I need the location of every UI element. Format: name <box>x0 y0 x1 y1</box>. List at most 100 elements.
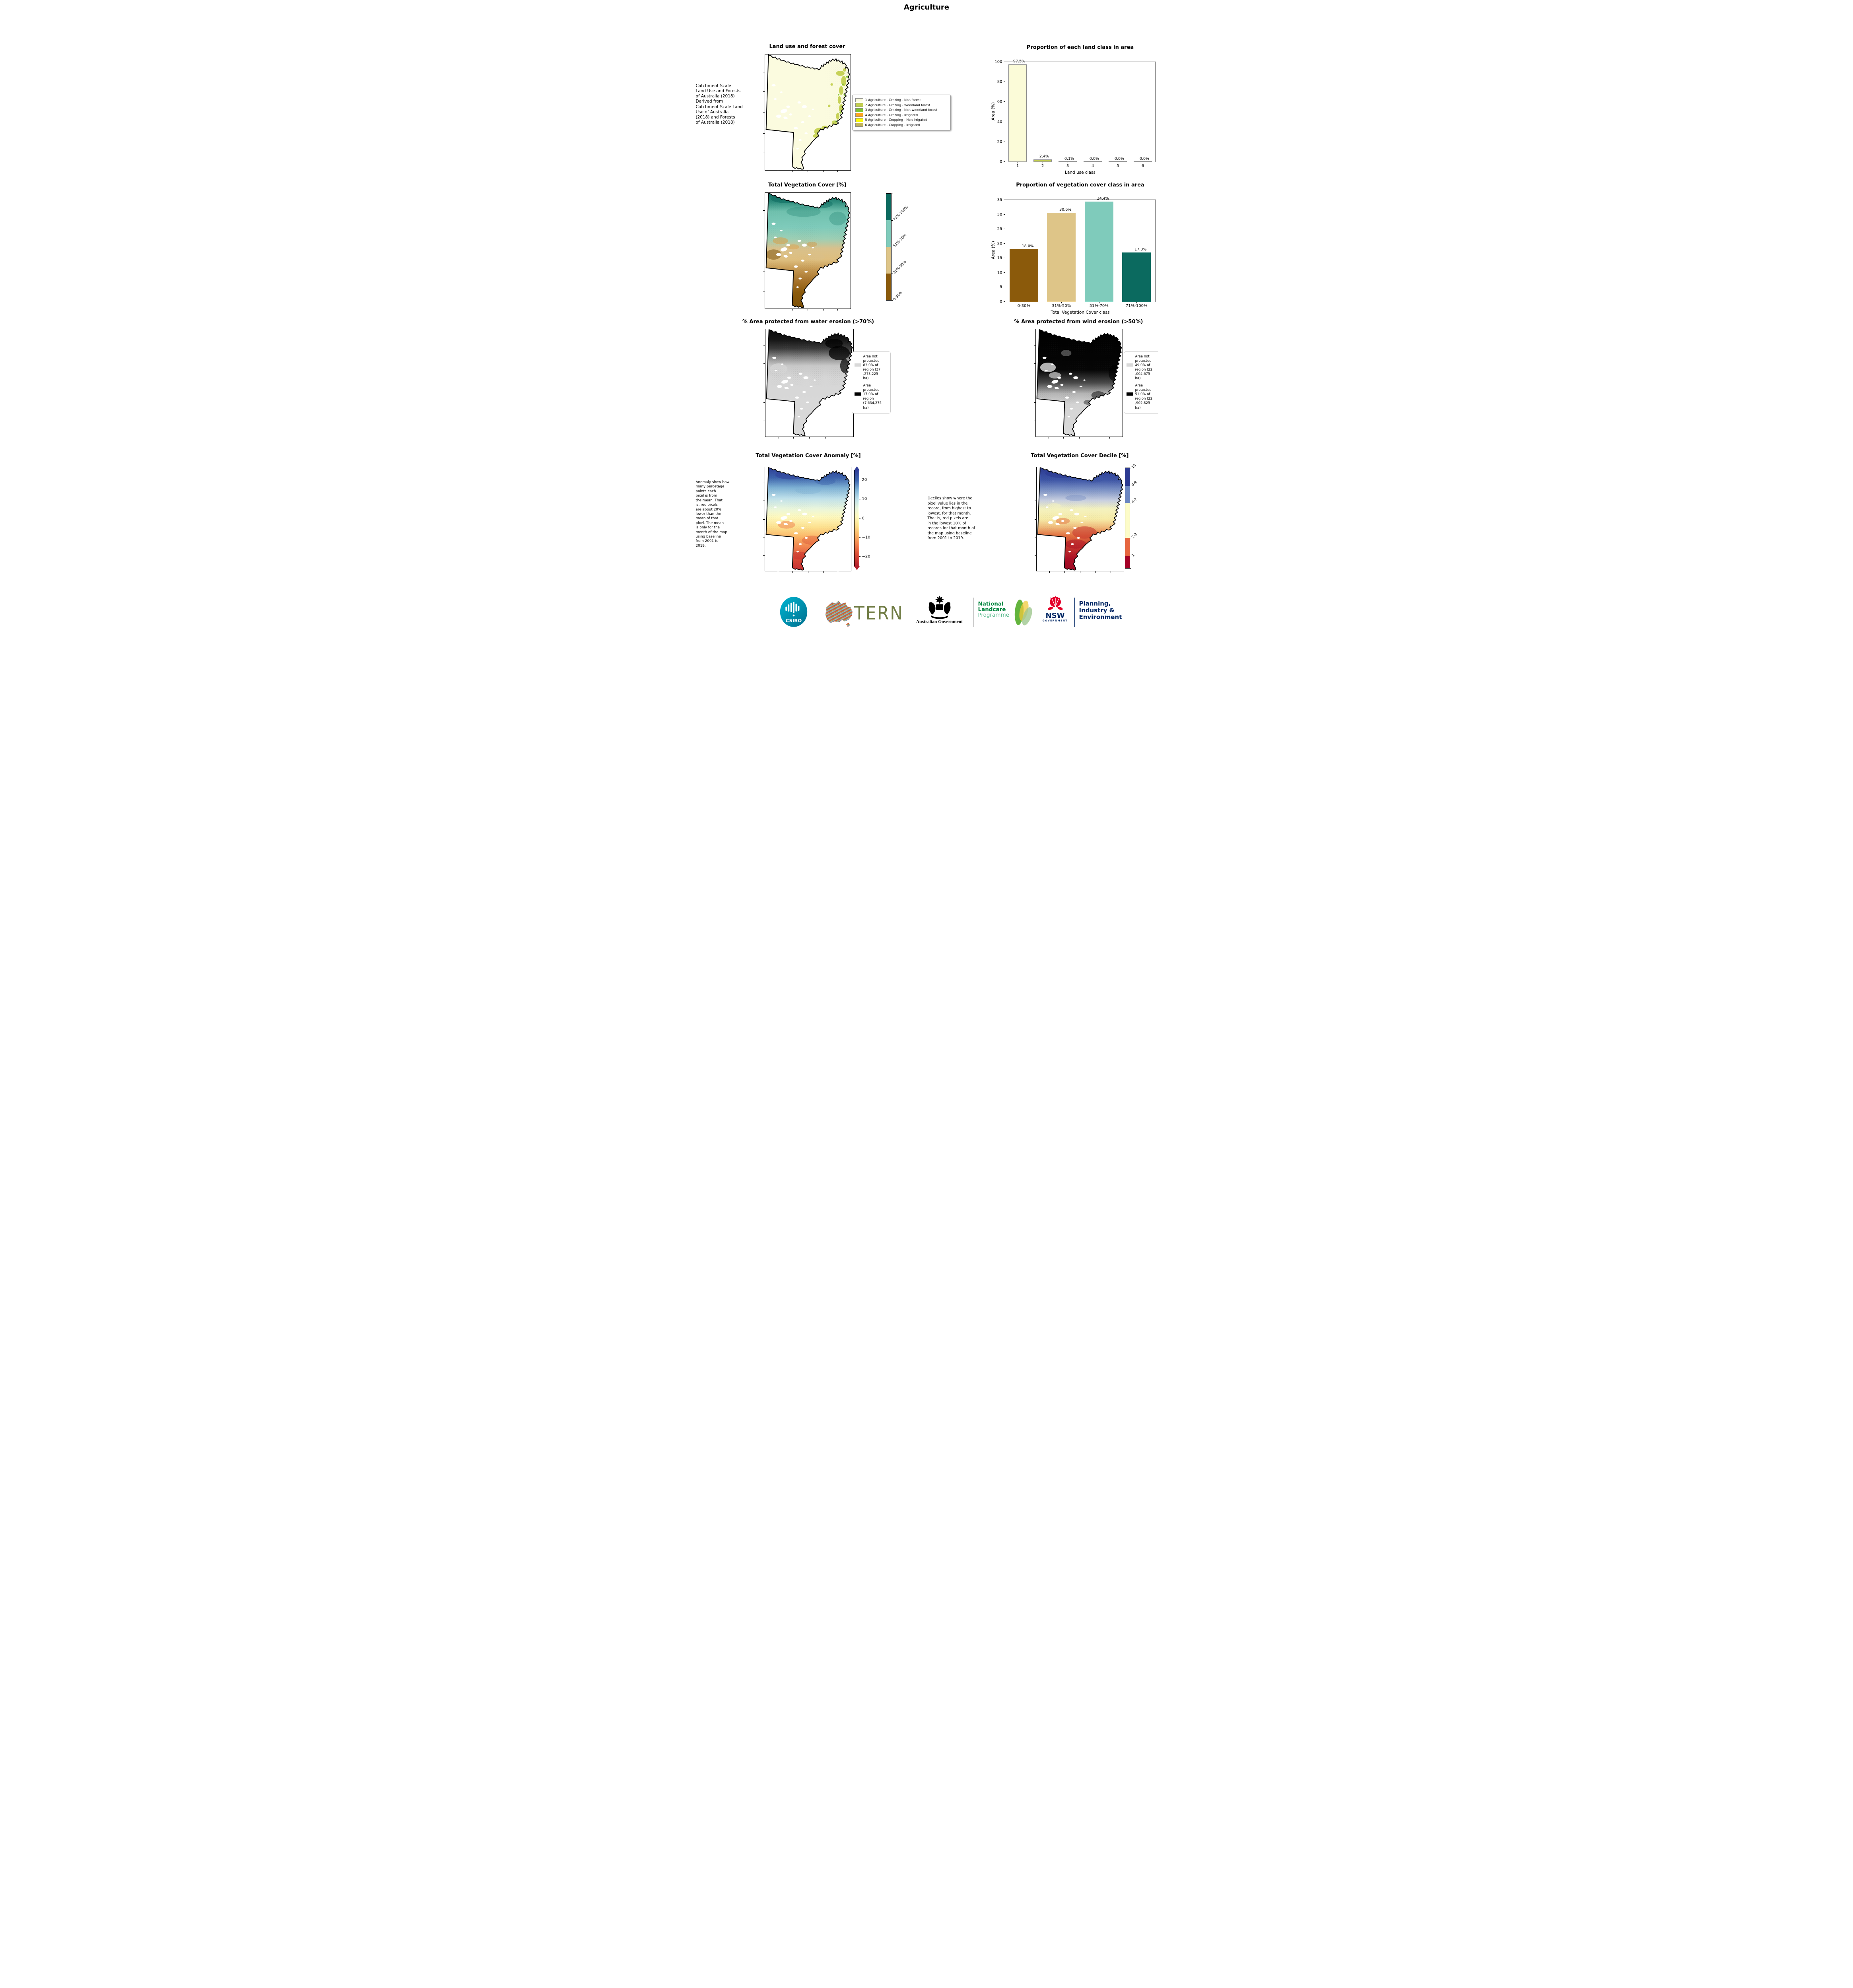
map-axis-tick <box>1049 571 1050 573</box>
colorbar-segment <box>886 274 891 300</box>
y-tick-label: 100 <box>994 60 1002 64</box>
ausgov-crest-icon <box>928 596 950 619</box>
x-tick-label: 2 <box>1041 164 1044 168</box>
bar-value-label: 2.4% <box>1039 154 1049 159</box>
legend-item: 3 Agriculture - Grazing - Non-woodland f… <box>855 108 948 112</box>
colorbar-tick-label: 0 <box>862 516 864 520</box>
legend-item: 5 Agriculture - Cropping - Non-irrigated <box>855 118 948 122</box>
bar-value-label: 30.6% <box>1059 208 1072 212</box>
bar-value-label: 97.5% <box>1013 59 1026 64</box>
y-tick-label: 5 <box>1000 285 1002 289</box>
y-tick-label: 15 <box>997 256 1002 260</box>
x-tick-label: 5 <box>1116 164 1119 168</box>
bar <box>1084 161 1102 162</box>
decile-description: Deciles show where the pixel value lies … <box>927 496 975 541</box>
bar <box>1033 159 1052 162</box>
bar <box>1047 213 1076 302</box>
water-erosion-legend: Area not protected 83.0% of region (37 ,… <box>851 351 891 414</box>
report-page: Agriculture Land use and forest cover Ca… <box>695 0 1158 635</box>
planning-line-2: Industry & <box>1079 606 1115 614</box>
wind-erosion-title: % Area protected from wind erosion (>50%… <box>1014 319 1143 325</box>
map-axis-tick <box>763 519 765 520</box>
legend-item: 1 Agriculture - Grazing - Non forest <box>855 98 948 102</box>
colorbar-tick <box>891 220 893 221</box>
vegcover-map-svg <box>765 193 850 308</box>
legend-item: 4 Agriculture - Grazing - Irrigated <box>855 113 948 117</box>
colorbar-tick-label: −10 <box>862 535 870 540</box>
y-tick-label: 20 <box>997 241 1002 246</box>
tern-logo: TERN <box>818 596 902 632</box>
x-tick-label: 3 <box>1066 164 1069 168</box>
map-axis-tick <box>1064 571 1065 573</box>
tern-logo-text: TERN <box>854 603 901 624</box>
bar-value-label: 17.0% <box>1134 247 1147 252</box>
y-tick-mark <box>1003 243 1005 244</box>
map-axis-tick <box>1034 555 1036 556</box>
colorbar-tick-label: 71%-100% <box>892 205 909 222</box>
bar <box>1109 161 1127 162</box>
map-axis-tick <box>823 571 824 573</box>
vegclass-chart-title: Proportion of vegetation cover class in … <box>1016 182 1144 188</box>
x-tick-label: 4 <box>1091 164 1094 168</box>
map-axis-tick <box>792 571 793 573</box>
y-tick-label: 80 <box>997 80 1002 84</box>
legend-label: Area protected 17.0% of region (7,634,27… <box>863 384 882 410</box>
anomaly-description: Anomaly show how many percetage points e… <box>695 480 730 548</box>
y-tick-mark <box>1003 272 1005 273</box>
colorbar-segment <box>886 220 891 247</box>
landcare-leaves-icon <box>1014 600 1032 625</box>
bar <box>1122 252 1151 302</box>
planning-line-1: Planning, <box>1079 600 1111 607</box>
legend-label: 3 Agriculture - Grazing - Non-woodland f… <box>865 108 938 112</box>
anomaly-map <box>763 467 851 573</box>
csiro-logo-svg: CSIRO <box>780 597 807 627</box>
legend-swatch <box>855 98 863 102</box>
x-tick-label: 6 <box>1141 164 1144 168</box>
colorbar-arrow-up <box>854 466 860 470</box>
ausgov-label: Australian Government <box>916 619 963 624</box>
legend-swatch <box>855 118 863 122</box>
legend-label: 1 Agriculture - Grazing - Non forest <box>865 98 921 102</box>
y-axis-label: Area (%) <box>991 241 996 259</box>
legend-label: Area not protected 49.0% of region (22 ,… <box>1135 355 1153 381</box>
bar-value-label: 18.0% <box>1022 244 1034 249</box>
decile-colorbar: 10 8-9 4-7 2-3 1 <box>1125 463 1138 569</box>
map-axis-tick <box>763 210 765 211</box>
legend-swatch <box>854 363 861 367</box>
legend-item: Area protected 17.0% of region (7,634,27… <box>854 384 888 410</box>
x-tick-label: 51%-70% <box>1089 304 1109 308</box>
legend-label: 4 Agriculture - Grazing - Irrigated <box>865 113 918 117</box>
bar-value-label: 0.0% <box>1089 157 1099 161</box>
landcare-line-2: Landcare <box>978 606 1006 613</box>
x-tick-mark <box>1136 302 1137 303</box>
legend-item: Area protected 51.0% of region (22 ,902,… <box>1126 384 1158 410</box>
x-tick-label: 71%-100% <box>1126 304 1148 308</box>
colorbar-tick-label: 31%-50% <box>892 260 907 275</box>
wind-erosion-map-svg <box>1036 329 1122 437</box>
nsw-waratah-icon <box>1047 596 1063 610</box>
map-axis-tick <box>809 437 810 439</box>
bar <box>1134 161 1152 162</box>
landclass-chart-title: Proportion of each land class in area <box>1026 45 1134 50</box>
legend-item: Area not protected 49.0% of region (22 ,… <box>1126 355 1158 381</box>
map-axis-tick <box>763 133 765 134</box>
colorbar-tick <box>859 556 860 557</box>
map-axis-tick <box>823 171 824 172</box>
y-tick-mark <box>1003 301 1005 302</box>
bar-value-label: 34.4% <box>1097 196 1109 201</box>
map-axis-tick <box>1095 571 1096 573</box>
nsw-label: NSW <box>1045 612 1065 620</box>
legend-item: Area not protected 83.0% of region (37 ,… <box>854 355 888 381</box>
colorbar-tick-label: 10 <box>1130 463 1137 470</box>
nsw-logo: NSW GOVERNMENT <box>1040 596 1070 622</box>
x-tick-label: 1 <box>1016 164 1019 168</box>
decile-map-title: Total Vegetation Cover Decile [%] <box>1031 453 1129 459</box>
legend-item: 6 Agriculture - Cropping - Irrigated <box>855 123 948 127</box>
planning-line-3: Environment <box>1079 613 1122 621</box>
colorbar-tick-label: 1 <box>1130 553 1136 558</box>
wind-erosion-map <box>1033 329 1123 439</box>
map-axis-tick <box>1109 437 1110 439</box>
footer-divider-2 <box>1074 598 1075 627</box>
y-axis-label: Area (%) <box>991 102 996 120</box>
x-tick-label: 31%-50% <box>1052 304 1071 308</box>
